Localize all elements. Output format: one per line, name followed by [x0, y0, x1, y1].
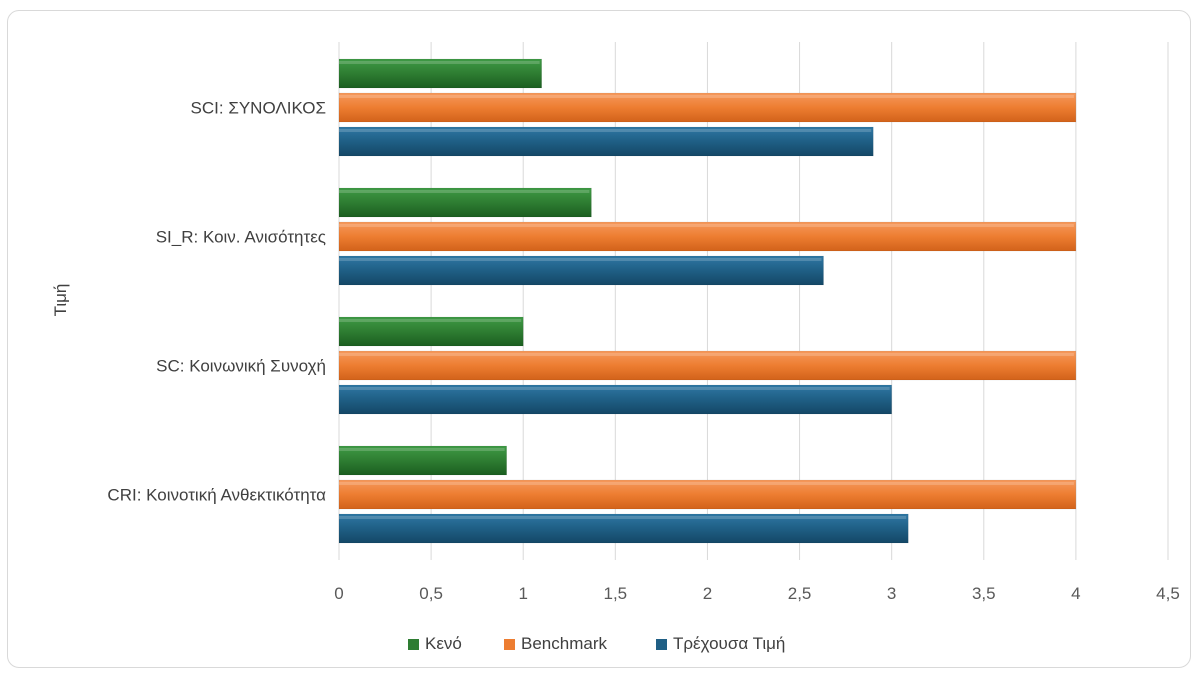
gap-bar: [338, 58, 542, 89]
x-tick-label: 2: [703, 584, 712, 603]
current-value-bar: [338, 126, 874, 157]
category-label: CRI: Κοινοτική Ανθεκτικότητα: [107, 486, 326, 505]
legend-item: Κενό: [408, 634, 462, 654]
x-tick-label: 4,5: [1156, 584, 1180, 603]
gap-bar: [338, 445, 507, 476]
benchmark-bar: [338, 350, 1077, 381]
bar-highlight: [339, 319, 522, 322]
bars: [338, 58, 1077, 544]
legend-label: Κενό: [425, 634, 462, 653]
bar-highlight: [339, 95, 1074, 98]
bar-highlight: [339, 224, 1074, 227]
gap-bar: [338, 316, 524, 347]
bar-highlight: [339, 258, 822, 261]
benchmark-bar: [338, 221, 1077, 252]
legend-label: Τρέχουσα Τιμή: [673, 634, 786, 653]
category-label: SI_R: Κοιν. Ανισότητες: [156, 228, 326, 247]
bar-highlight: [339, 353, 1074, 356]
benchmark-bar: [338, 479, 1077, 510]
x-tick-label: 0,5: [419, 584, 443, 603]
x-tick-label: 1: [518, 584, 527, 603]
bar-highlight: [339, 448, 505, 451]
axis-labels: 0 0,5 1 1,5 2 2,5 3 3,5 4 4,5 SCI: ΣΥΝΟΛΙΚΟΣ SI_R: …: [107, 99, 1179, 604]
bar-highlight: [339, 482, 1074, 485]
y-axis-title: Τιμή: [51, 284, 70, 317]
legend-item: Benchmark: [504, 634, 607, 654]
x-tick-label: 3: [887, 584, 896, 603]
bar-highlight: [339, 387, 890, 390]
bar-highlight: [339, 61, 540, 64]
legend-swatch: [504, 638, 515, 650]
x-tick-label: 3,5: [972, 584, 996, 603]
legend-item: Τρέχουσα Τιμή: [656, 634, 785, 654]
legend-label: Benchmark: [521, 634, 607, 653]
chart-legend: Κενό Benchmark Τρέχουσα Τιμή: [0, 634, 1200, 658]
benchmark-bar: [338, 92, 1077, 123]
gap-bar: [338, 187, 592, 218]
category-label: SC: Κοινωνική Συνοχή: [156, 357, 326, 376]
current-value-bar: [338, 384, 892, 415]
x-tick-label: 4: [1071, 584, 1080, 603]
current-value-bar: [338, 513, 909, 544]
x-tick-label: 1,5: [604, 584, 628, 603]
x-tick-label: 0: [334, 584, 343, 603]
current-value-bar: [338, 255, 824, 286]
legend-swatch: [408, 638, 419, 650]
x-tick-label: 2,5: [788, 584, 812, 603]
legend-swatch: [656, 638, 667, 650]
bar-highlight: [339, 516, 907, 519]
category-label: SCI: ΣΥΝΟΛΙΚΟΣ: [191, 99, 326, 118]
bar-highlight: [339, 129, 872, 132]
bar-highlight: [339, 190, 590, 193]
